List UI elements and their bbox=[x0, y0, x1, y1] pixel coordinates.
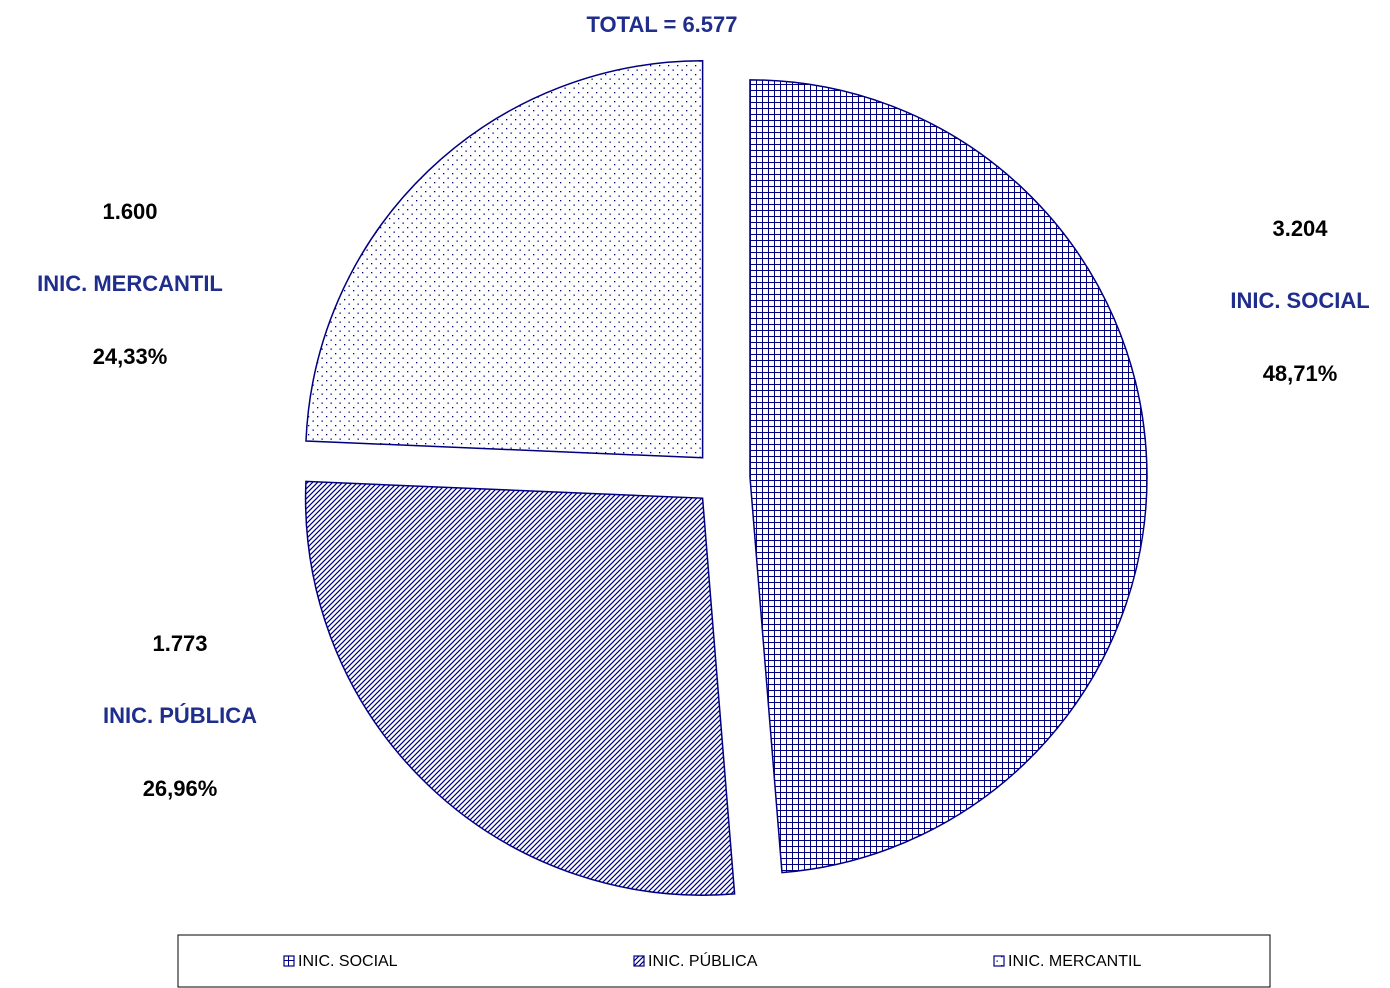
value-label: 1.773 bbox=[152, 631, 207, 656]
legend-swatch bbox=[283, 955, 295, 967]
pie-slice bbox=[749, 79, 1148, 874]
category-label: INIC. SOCIAL bbox=[1230, 288, 1369, 313]
chart-title: TOTAL = 6.577 bbox=[586, 12, 737, 37]
legend-label: INIC. PÚBLICA bbox=[648, 951, 758, 970]
pie-slice bbox=[304, 480, 736, 896]
percent-label: 48,71% bbox=[1263, 361, 1338, 386]
legend-swatch bbox=[633, 955, 645, 967]
legend-swatch bbox=[993, 955, 1005, 967]
category-label: INIC. MERCANTIL bbox=[37, 271, 223, 296]
legend-label: INIC. MERCANTIL bbox=[1008, 953, 1141, 970]
pie-slice bbox=[305, 60, 704, 459]
percent-label: 26,96% bbox=[143, 776, 218, 801]
legend-label: INIC. SOCIAL bbox=[298, 953, 398, 970]
value-label: 3.204 bbox=[1272, 216, 1328, 241]
value-label: 1.600 bbox=[102, 199, 157, 224]
percent-label: 24,33% bbox=[93, 344, 168, 369]
category-label: INIC. PÚBLICA bbox=[103, 703, 257, 728]
legend-box bbox=[177, 934, 1271, 988]
